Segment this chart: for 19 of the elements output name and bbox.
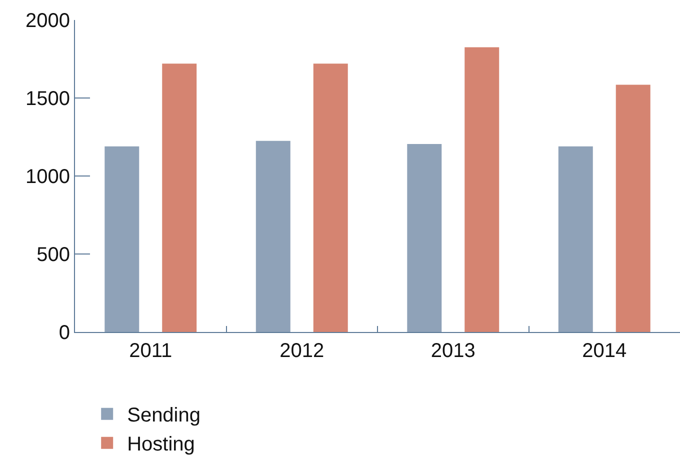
legend-label: Sending (127, 404, 201, 427)
x-tick-label: 2011 (129, 340, 172, 362)
legend-label: Hosting (127, 434, 195, 456)
bar (616, 84, 650, 332)
x-tick-label: 2014 (582, 340, 627, 362)
bar (162, 64, 197, 332)
y-tick-label: 1500 (26, 88, 70, 110)
x-tick-label: 2012 (280, 340, 324, 362)
bar (104, 146, 140, 332)
bar (407, 144, 442, 332)
y-tick-label: 500 (36, 244, 70, 266)
x-tick-label: 2013 (430, 340, 476, 362)
y-tick-label: 2000 (26, 10, 70, 32)
bar (313, 64, 348, 332)
bar (256, 140, 290, 332)
bar (464, 47, 500, 332)
y-tick-label: 0 (58, 322, 70, 344)
y-tick-label: 1000 (26, 166, 70, 188)
bar (558, 146, 593, 332)
